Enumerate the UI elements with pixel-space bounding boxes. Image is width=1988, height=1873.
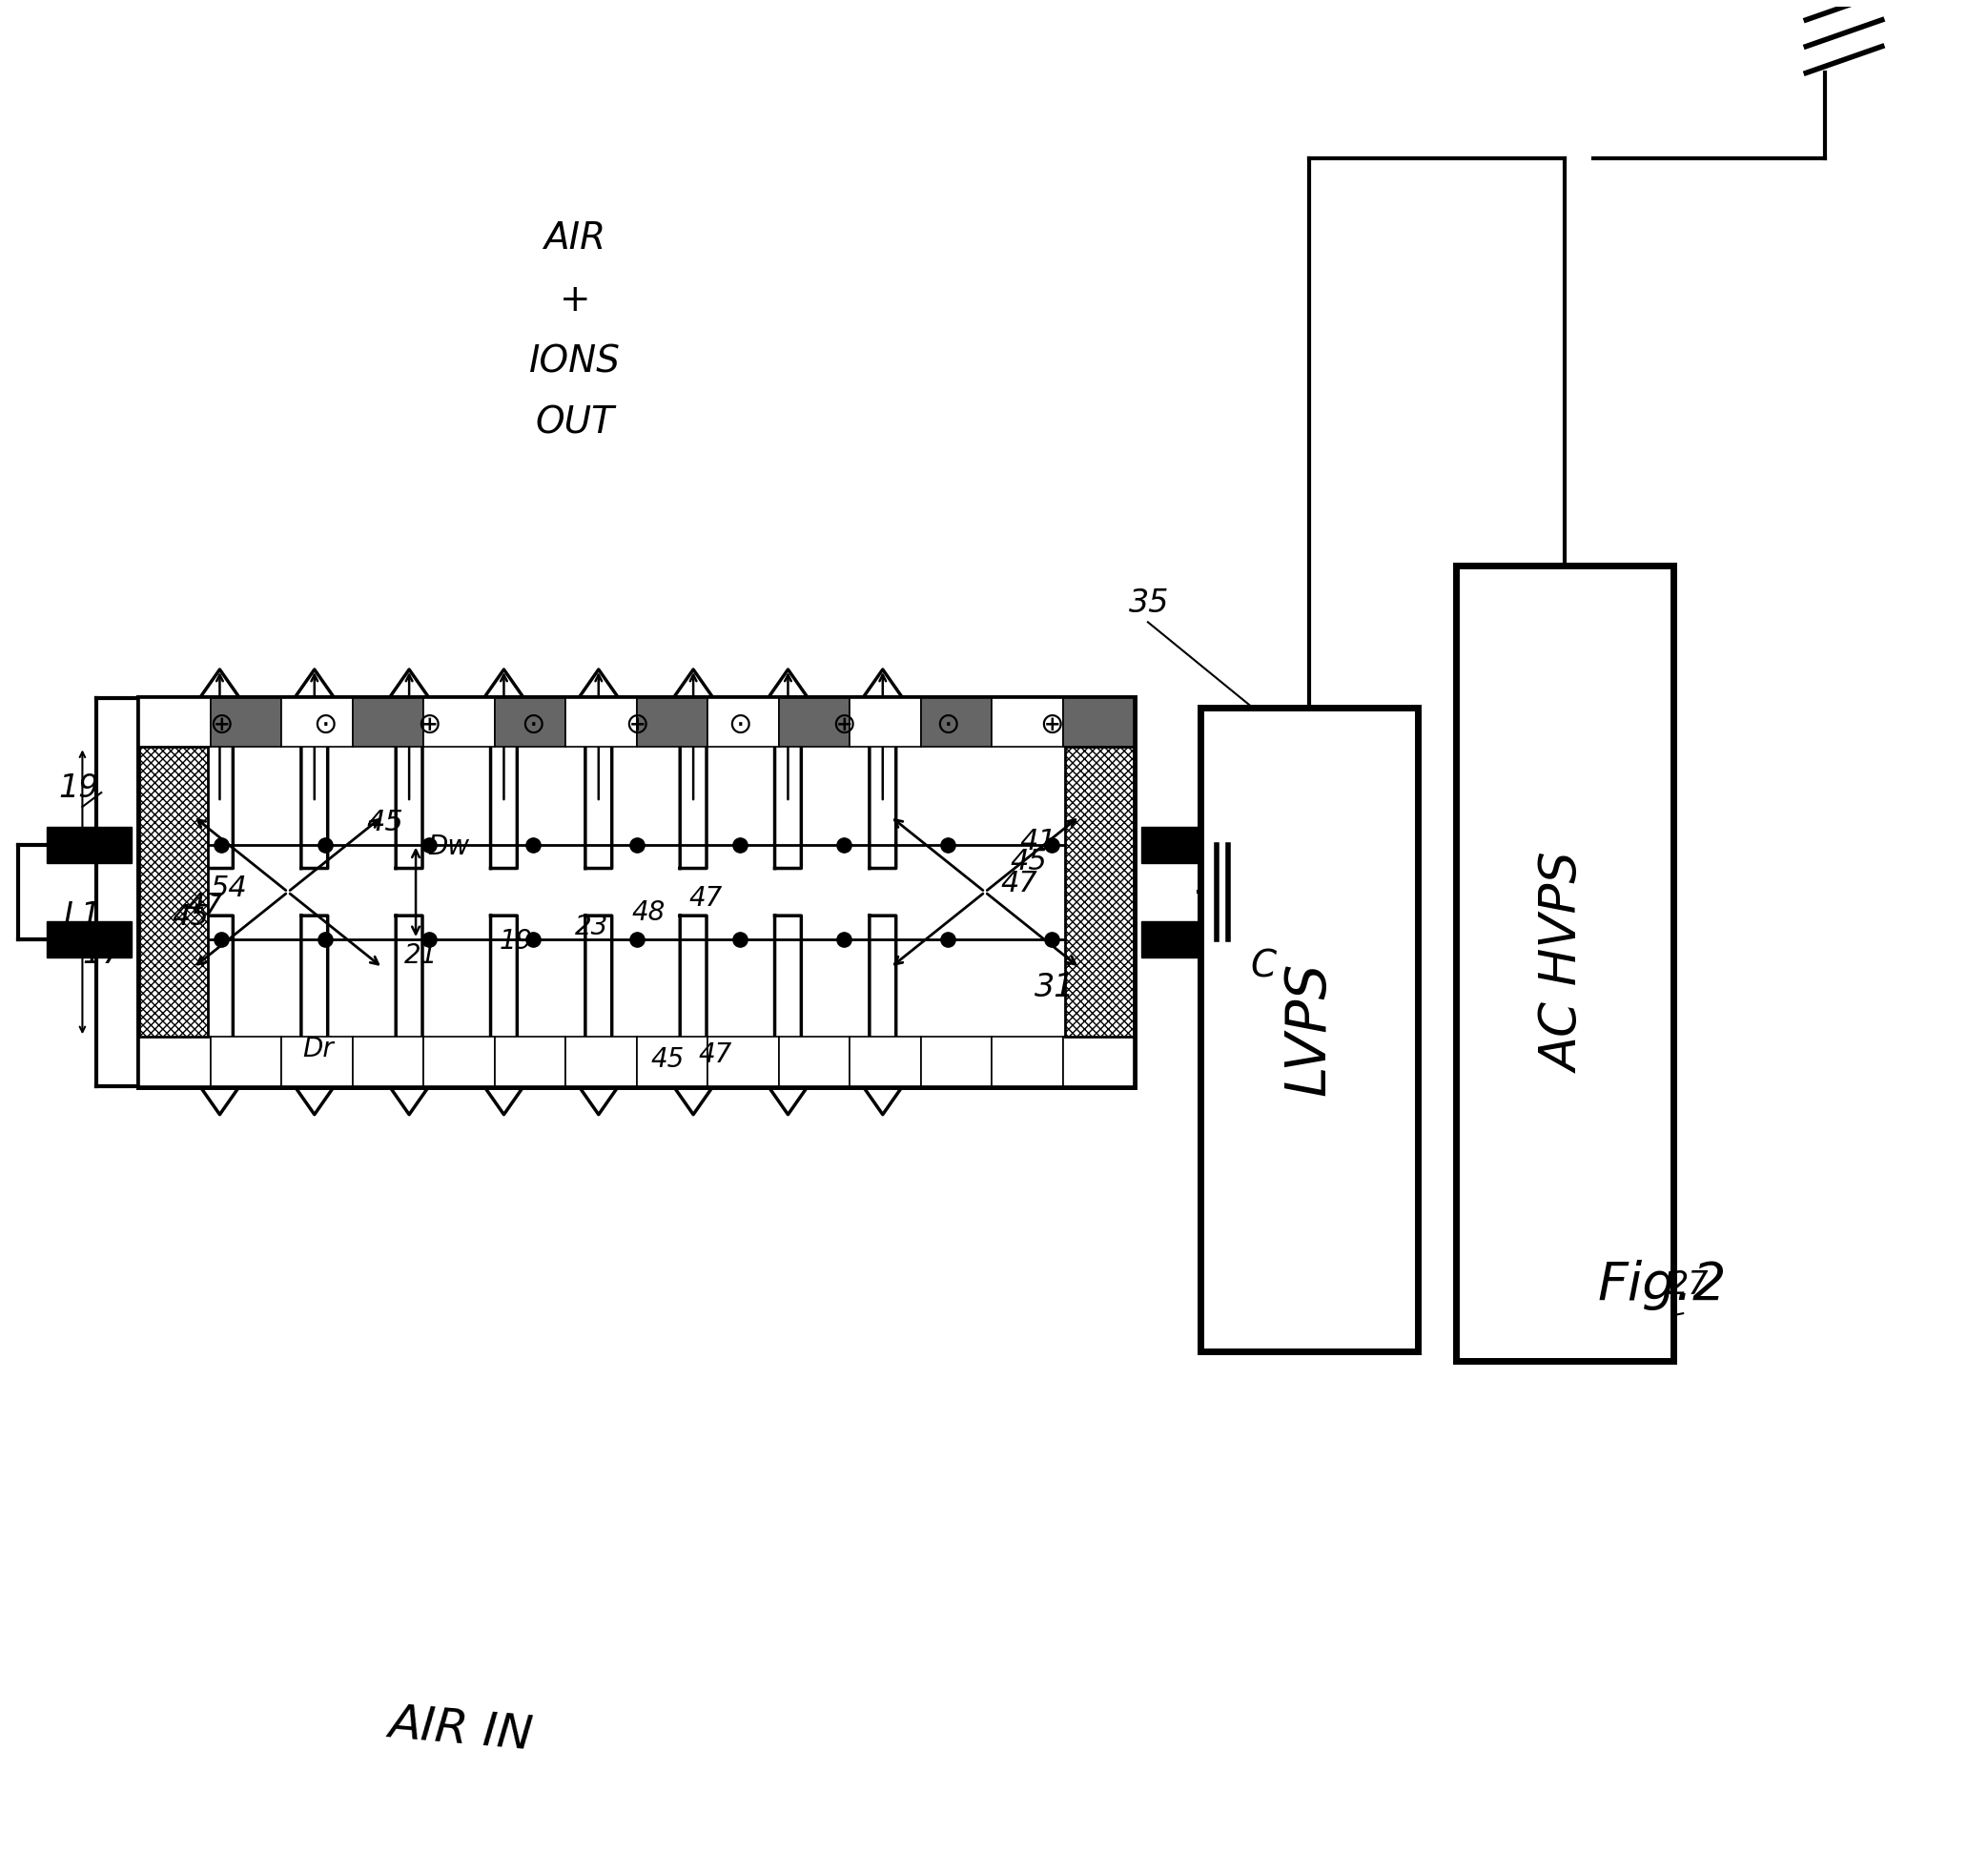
Bar xyxy=(139,699,1133,1086)
Text: 47: 47 xyxy=(187,892,223,920)
Bar xyxy=(280,699,352,747)
Polygon shape xyxy=(376,916,441,1114)
Text: AIR: AIR xyxy=(545,221,606,257)
Bar xyxy=(708,1038,779,1086)
Bar xyxy=(779,1038,849,1086)
Text: IONS: IONS xyxy=(529,343,620,380)
Text: C: C xyxy=(1250,948,1276,985)
Bar xyxy=(211,1038,280,1086)
Text: AIR IN: AIR IN xyxy=(388,1701,535,1759)
Polygon shape xyxy=(849,669,916,869)
Text: 45: 45 xyxy=(366,809,404,835)
Bar xyxy=(495,699,565,747)
Text: ⊕: ⊕ xyxy=(417,712,441,738)
Bar xyxy=(352,1038,423,1086)
Bar xyxy=(1455,566,1674,1360)
Bar xyxy=(565,699,636,747)
Polygon shape xyxy=(849,916,916,1114)
Bar xyxy=(1201,708,1417,1350)
Bar xyxy=(708,699,779,747)
Text: 21: 21 xyxy=(404,942,437,968)
Polygon shape xyxy=(471,669,537,869)
Text: L2: L2 xyxy=(64,833,101,865)
Text: Dw: Dw xyxy=(427,833,469,860)
Polygon shape xyxy=(755,669,821,869)
Polygon shape xyxy=(187,916,252,1114)
Text: 45: 45 xyxy=(173,903,209,931)
Text: ⊕: ⊕ xyxy=(831,712,857,738)
Text: L1: L1 xyxy=(64,901,101,931)
Bar xyxy=(1141,922,1199,957)
Bar xyxy=(849,1038,920,1086)
Text: ⊙: ⊙ xyxy=(314,712,338,738)
Polygon shape xyxy=(660,669,726,869)
Text: 35: 35 xyxy=(1129,588,1169,620)
Bar xyxy=(920,699,992,747)
Text: ⊕: ⊕ xyxy=(1040,712,1064,738)
Polygon shape xyxy=(471,916,537,1114)
Text: ⊕: ⊕ xyxy=(624,712,648,738)
Text: 47: 47 xyxy=(688,886,722,912)
Bar xyxy=(1064,1038,1133,1086)
Bar xyxy=(46,826,131,863)
Text: 54: 54 xyxy=(211,875,247,903)
Text: OUT: OUT xyxy=(535,405,614,442)
Text: Fig.2: Fig.2 xyxy=(1598,1261,1728,1311)
Text: AC HVPS: AC HVPS xyxy=(1541,852,1590,1073)
Bar xyxy=(352,699,423,747)
Polygon shape xyxy=(660,916,726,1114)
Text: 19: 19 xyxy=(60,772,99,804)
Text: ⊙: ⊙ xyxy=(521,712,545,738)
Bar xyxy=(992,699,1064,747)
Bar xyxy=(495,1038,565,1086)
Text: LVPS: LVPS xyxy=(1282,963,1336,1096)
Bar xyxy=(565,1038,636,1086)
Bar xyxy=(636,699,708,747)
Polygon shape xyxy=(755,916,821,1114)
Polygon shape xyxy=(280,669,348,869)
Bar xyxy=(992,1038,1064,1086)
Text: ⊕: ⊕ xyxy=(209,712,235,738)
Bar xyxy=(1064,699,1133,747)
Text: ⊙: ⊙ xyxy=(728,712,751,738)
Text: 47: 47 xyxy=(1002,871,1038,897)
Text: 19: 19 xyxy=(499,927,533,955)
Text: 23: 23 xyxy=(575,914,608,940)
Text: 17: 17 xyxy=(82,938,123,970)
Bar xyxy=(280,1038,352,1086)
Bar xyxy=(139,1038,211,1086)
Polygon shape xyxy=(565,669,632,869)
Bar xyxy=(849,699,920,747)
Text: 41: 41 xyxy=(1020,828,1058,856)
Bar xyxy=(636,1038,708,1086)
Text: 45: 45 xyxy=(1010,848,1048,877)
Bar xyxy=(46,922,131,957)
Polygon shape xyxy=(376,669,441,869)
Text: Dr: Dr xyxy=(302,1036,334,1062)
Text: 45: 45 xyxy=(650,1047,684,1073)
Polygon shape xyxy=(280,916,348,1114)
Bar xyxy=(211,699,280,747)
Text: +: + xyxy=(559,283,590,318)
Bar xyxy=(920,1038,992,1086)
Text: 31: 31 xyxy=(1034,972,1076,1002)
Bar xyxy=(139,699,211,747)
Bar xyxy=(423,699,495,747)
Bar xyxy=(779,699,849,747)
Bar xyxy=(1066,747,1133,1038)
Text: ⊙: ⊙ xyxy=(936,712,960,738)
Text: 27: 27 xyxy=(1668,1270,1710,1302)
Text: 47: 47 xyxy=(698,1041,732,1068)
Bar xyxy=(1141,826,1199,863)
Text: 48: 48 xyxy=(632,899,666,925)
Bar xyxy=(423,1038,495,1086)
Polygon shape xyxy=(565,916,632,1114)
Bar xyxy=(139,747,207,1038)
Polygon shape xyxy=(187,669,252,869)
